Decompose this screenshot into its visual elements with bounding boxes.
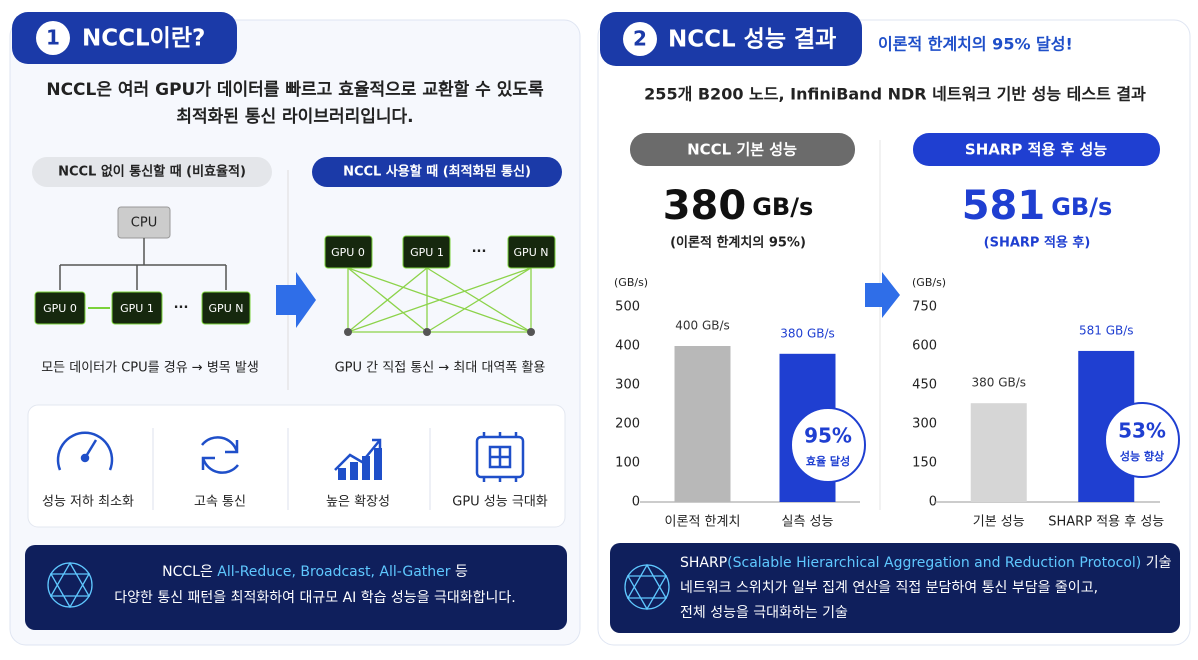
y-tick-label: 200: [615, 417, 640, 432]
gpu-box: [507, 235, 556, 269]
icons: [56, 431, 525, 482]
mesh: [347, 267, 532, 333]
label-pill: [630, 133, 855, 166]
y-tick-label: 300: [615, 378, 640, 393]
value-label: 581 GB/s: [1079, 323, 1134, 337]
nodes: [344, 328, 535, 336]
y-tick-label: 400: [615, 339, 640, 354]
big-number: 380 GB/s: [663, 183, 814, 229]
benefit: 높은 확장성: [326, 495, 390, 510]
cpu-links: [59, 238, 227, 290]
benefit-dividers: [152, 428, 431, 510]
gpu-box: [201, 291, 251, 325]
gpu-label: GPU 1: [120, 302, 154, 315]
ellipsis: ···: [472, 245, 487, 260]
x-tick-label: 기본 성능: [973, 515, 1025, 530]
gpu-boxes: [34, 291, 251, 325]
intro: 최적화된 통신 라이브러리입니다.: [176, 107, 413, 127]
gpu-box: [402, 235, 451, 269]
arrow: [865, 272, 900, 318]
ellipsis: ···: [174, 301, 189, 316]
network-icon: [624, 563, 670, 611]
note: 다양한 통신 패턴을 최적화하여 대규모 AI 학습 성능을 극대화합니다.: [114, 590, 516, 606]
gpu-label: GPU 0: [331, 246, 365, 259]
benefit: GPU 성능 극대화: [452, 495, 548, 510]
label-pill: [312, 157, 562, 187]
badge-value: 53%: [1118, 419, 1166, 443]
right-panel: [597, 19, 1191, 646]
subtitle: 255개 B200 노드, InfiniBand NDR 네트워크 기반 성능 …: [644, 85, 1146, 104]
title-pill: [600, 12, 862, 66]
note: NCCL은 All-Reduce, Broadcast, All-Gather …: [162, 564, 468, 580]
gpu-label: GPU 1: [410, 246, 444, 259]
label-pill: [32, 157, 272, 187]
title-pill: [12, 12, 237, 64]
tagline: 이론적 한계치의 95% 달성!: [878, 35, 1073, 54]
badge-sub: 성능 향상: [1120, 449, 1164, 463]
x-tick-label: 이론적 한계치: [665, 515, 741, 530]
big-number: 581 GB/s: [962, 183, 1113, 229]
bar: [970, 403, 1027, 502]
y-axis-label: (GB/s): [614, 276, 648, 289]
intro: NCCL은 여러 GPU가 데이터를 빠르고 효율적으로 교환할 수 있도록: [46, 80, 544, 100]
gpu-label: GPU N: [514, 246, 549, 259]
note-box: [25, 545, 567, 630]
benefit: 성능 저하 최소화: [42, 495, 134, 510]
y-tick-label: 600: [912, 339, 937, 354]
with-label: NCCL 사용할 때 (최적화된 통신): [343, 164, 531, 180]
bar: [674, 346, 731, 502]
y-tick-label: 0: [929, 495, 937, 510]
y-tick-label: 150: [912, 456, 937, 471]
without-label: NCCL 없이 통신할 때 (비효율적): [58, 164, 246, 180]
gpu-label: GPU N: [209, 302, 244, 315]
y-tick-label: 100: [615, 456, 640, 471]
badge-circle: [36, 21, 70, 55]
badge-num: 1: [46, 26, 60, 50]
gpu-box: [34, 291, 86, 325]
bar-icon: [338, 448, 382, 480]
badge: [790, 407, 866, 483]
y-axis-label: (GB/s): [912, 276, 946, 289]
panel-label: NCCL 기본 성능: [687, 141, 797, 159]
note: 네트워크 스위치가 일부 집계 연산을 직접 분담하여 통신 부담을 줄이고,: [680, 580, 1098, 596]
arrow: [276, 272, 316, 328]
badge-circle: [623, 22, 657, 56]
y-tick-label: 0: [632, 495, 640, 510]
y-tick-label: 450: [912, 378, 937, 393]
charts: (GB/s) 0 100 200 300 400 500 400 GB/s 이론적 한계치 380…: [614, 276, 1164, 530]
gpu-label: GPU 0: [43, 302, 77, 315]
benefit: 고속 통신: [194, 495, 246, 510]
benefits-box: [27, 404, 566, 528]
panel-label: SHARP 적용 후 성능: [965, 141, 1107, 159]
badge-value: 95%: [804, 424, 852, 448]
cpu-label: CPU: [131, 216, 157, 231]
title: NCCL 성능 결과: [668, 27, 836, 53]
badge: [1104, 402, 1180, 478]
title: NCCL이란?: [82, 26, 205, 52]
y-tick-label: 300: [912, 417, 937, 432]
badge-sub: 효율 달성: [806, 454, 850, 468]
value-label: 400 GB/s: [675, 319, 730, 333]
label-pill: [913, 133, 1160, 166]
y-tick-label: 500: [615, 300, 640, 315]
caption: GPU 간 직접 통신 → 최대 대역폭 활용: [335, 361, 546, 376]
value-label: 380 GB/s: [780, 326, 835, 340]
note-box: [610, 543, 1180, 633]
y-tick-label: 750: [912, 300, 937, 315]
badge-num: 2: [633, 27, 647, 51]
note: SHARP(Scalable Hierarchical Aggregation …: [680, 555, 1172, 571]
note: 전체 성능을 극대화하는 기술: [680, 605, 848, 621]
x-tick-label: SHARP 적용 후 성능: [1048, 515, 1164, 530]
big-sub: (이론적 한계치의 95%): [670, 235, 806, 251]
big-sub: (SHARP 적용 후): [984, 235, 1091, 251]
x-tick-label: 실측 성능: [782, 515, 834, 530]
gpu-box: [111, 291, 163, 325]
gpu-box: [324, 235, 373, 269]
network-icon: [47, 561, 93, 609]
caption: 모든 데이터가 CPU를 경유 → 병목 발생: [41, 361, 259, 376]
value-label: 380 GB/s: [971, 376, 1026, 390]
